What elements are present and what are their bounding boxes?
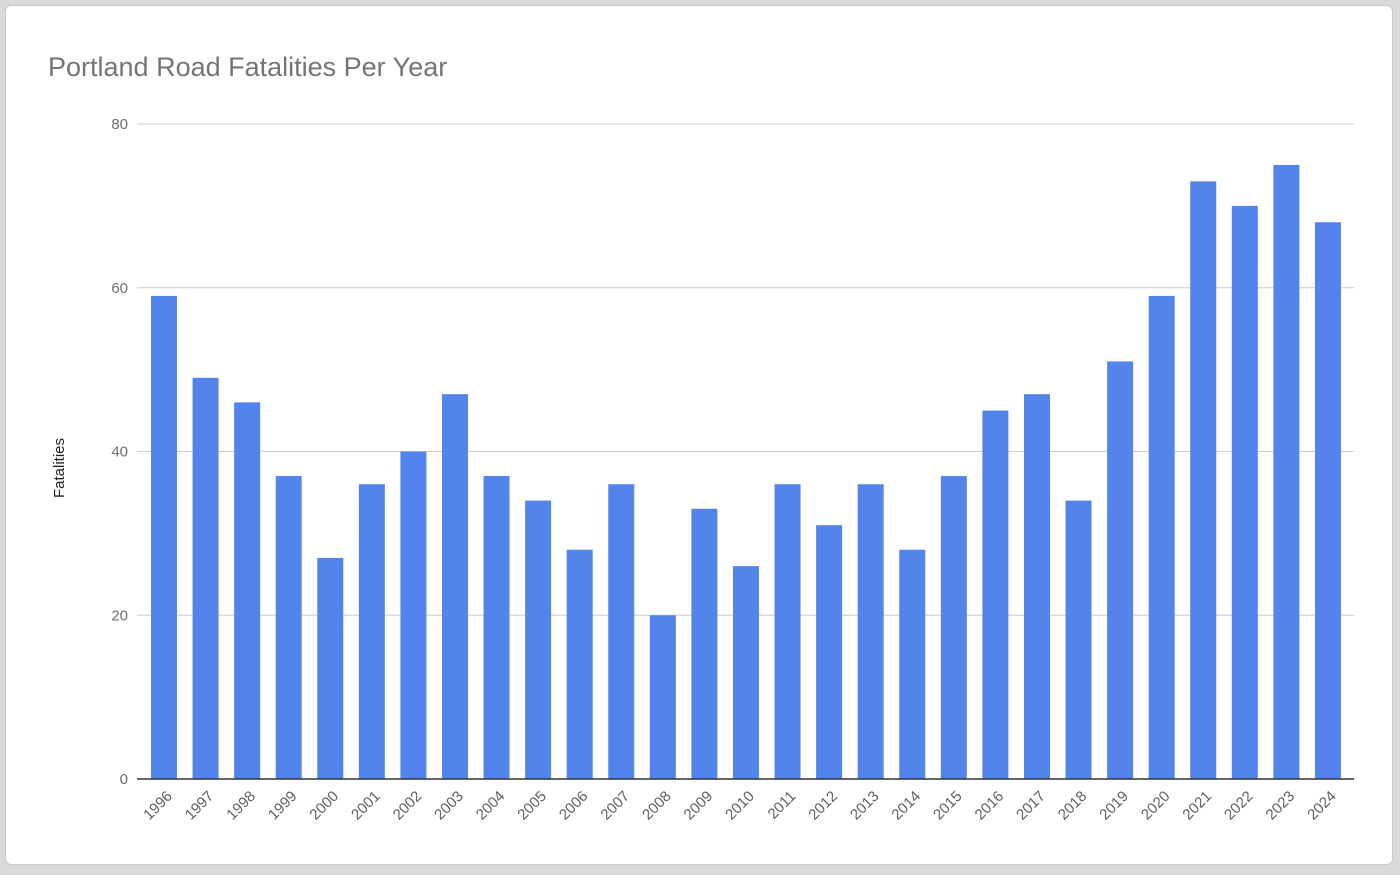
x-tick-label: 2016: [972, 788, 1008, 824]
x-tick-label: 2003: [431, 788, 467, 824]
x-tick-label: 1997: [182, 788, 218, 824]
bar: [982, 410, 1009, 779]
bar: [774, 484, 801, 779]
bar: [1190, 181, 1217, 779]
bar: [1314, 222, 1341, 779]
bar: [400, 451, 427, 779]
bar: [940, 476, 967, 779]
x-tick-label: 2024: [1304, 788, 1340, 824]
bar: [691, 508, 718, 779]
bar: [525, 500, 552, 779]
y-axis-ticks: 0 20 40 60 80: [111, 116, 128, 788]
bar: [192, 377, 219, 779]
bar: [483, 476, 510, 779]
x-tick-label: 2013: [847, 788, 883, 824]
x-tick-label: 2001: [348, 788, 384, 824]
bar: [1231, 205, 1258, 779]
y-tick-label: 80: [111, 116, 128, 133]
bar: [234, 402, 261, 779]
bar: [1148, 295, 1175, 779]
x-tick-label: 2008: [639, 788, 675, 824]
x-axis-ticks: 1996 1997 1998 1999 2000 2001 2002 2003 2004 2005…: [140, 788, 1340, 824]
x-tick-label: 2023: [1263, 788, 1299, 824]
x-tick-label: 2002: [390, 788, 426, 824]
bar: [275, 476, 302, 779]
bar: [1107, 361, 1134, 779]
bar: [899, 549, 926, 779]
bar: [1273, 164, 1300, 779]
bar: [649, 615, 676, 779]
x-tick-label: 2017: [1013, 788, 1049, 824]
bar: [816, 525, 843, 779]
x-tick-label: 2005: [514, 788, 550, 824]
bars: [151, 164, 1341, 779]
bar: [732, 566, 759, 779]
chart-title: Portland Road Fatalities Per Year: [48, 52, 447, 82]
x-tick-label: 2007: [597, 788, 633, 824]
y-axis-label: Fatalities: [51, 438, 68, 498]
y-tick-label: 40: [111, 444, 128, 461]
bar: [441, 394, 468, 779]
x-tick-label: 2018: [1055, 788, 1091, 824]
chart-card: Portland Road Fatalities Per Year 0 20 40 6…: [5, 5, 1393, 865]
x-tick-label: 2009: [681, 788, 717, 824]
x-tick-label: 1998: [223, 788, 259, 824]
bar: [608, 484, 635, 779]
x-tick-label: 1996: [140, 788, 176, 824]
bar: [1065, 500, 1092, 779]
x-tick-label: 1999: [265, 788, 301, 824]
x-tick-label: 2004: [473, 788, 509, 824]
bar-chart: Portland Road Fatalities Per Year 0 20 40 6…: [48, 52, 1354, 824]
bar: [857, 484, 884, 779]
x-tick-label: 2022: [1221, 788, 1257, 824]
x-tick-label: 2014: [888, 788, 924, 824]
y-tick-label: 60: [111, 280, 128, 297]
bar: [151, 295, 177, 779]
bar: [358, 484, 385, 779]
bar: [566, 549, 593, 779]
x-tick-label: 2000: [306, 788, 342, 824]
x-tick-label: 2021: [1179, 788, 1215, 824]
bar: [317, 557, 344, 779]
bar: [1023, 394, 1050, 779]
x-tick-label: 2012: [805, 788, 841, 824]
x-tick-label: 2020: [1138, 788, 1174, 824]
x-tick-label: 2006: [556, 788, 592, 824]
y-tick-label: 0: [120, 771, 128, 788]
x-tick-label: 2010: [722, 788, 758, 824]
y-tick-label: 20: [111, 607, 128, 624]
x-tick-label: 2019: [1096, 788, 1132, 824]
x-tick-label: 2015: [930, 788, 966, 824]
x-tick-label: 2011: [765, 788, 800, 823]
